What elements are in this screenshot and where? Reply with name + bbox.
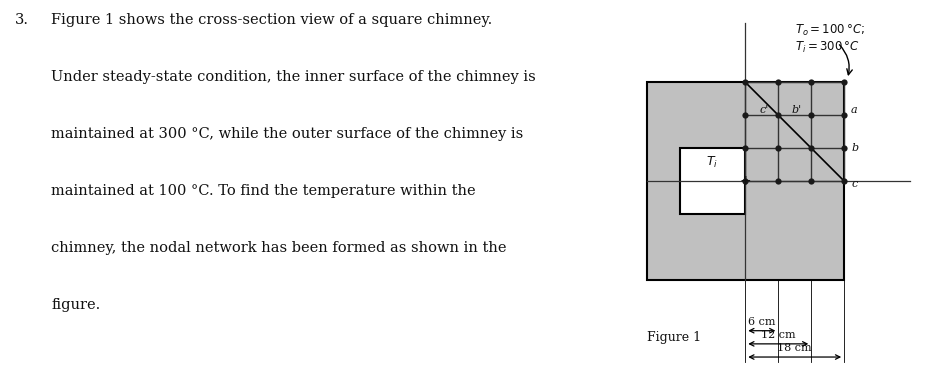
Text: Under steady-state condition, the inner surface of the chimney is: Under steady-state condition, the inner …	[51, 70, 536, 84]
Text: chimney, the nodal network has been formed as shown in the: chimney, the nodal network has been form…	[51, 241, 506, 255]
Text: Figure 1 shows the cross-section view of a square chimney.: Figure 1 shows the cross-section view of…	[51, 13, 492, 27]
Text: +: +	[740, 174, 751, 188]
Bar	[646, 82, 844, 280]
Text: $T_o = 100\,°C;$: $T_o = 100\,°C;$	[795, 23, 864, 38]
Text: figure.: figure.	[51, 298, 101, 312]
Text: c: c	[851, 179, 858, 189]
Text: 12 cm: 12 cm	[761, 330, 796, 340]
Text: b': b'	[792, 105, 802, 115]
Bar	[680, 148, 745, 214]
Text: c': c'	[759, 105, 768, 115]
Text: a: a	[851, 105, 858, 115]
Text: 6 cm: 6 cm	[748, 317, 776, 327]
Text: Figure 1: Figure 1	[646, 331, 701, 344]
Text: maintained at 300 °C, while the outer surface of the chimney is: maintained at 300 °C, while the outer su…	[51, 127, 524, 141]
Text: $T_i$: $T_i$	[706, 155, 719, 171]
Text: $T_i = 300\,°C$: $T_i = 300\,°C$	[795, 40, 860, 55]
Text: b: b	[851, 143, 859, 153]
Text: maintained at 100 °C. To find the temperature within the: maintained at 100 °C. To find the temper…	[51, 184, 476, 198]
Text: 3.: 3.	[15, 13, 30, 27]
Text: 18 cm: 18 cm	[778, 343, 812, 353]
